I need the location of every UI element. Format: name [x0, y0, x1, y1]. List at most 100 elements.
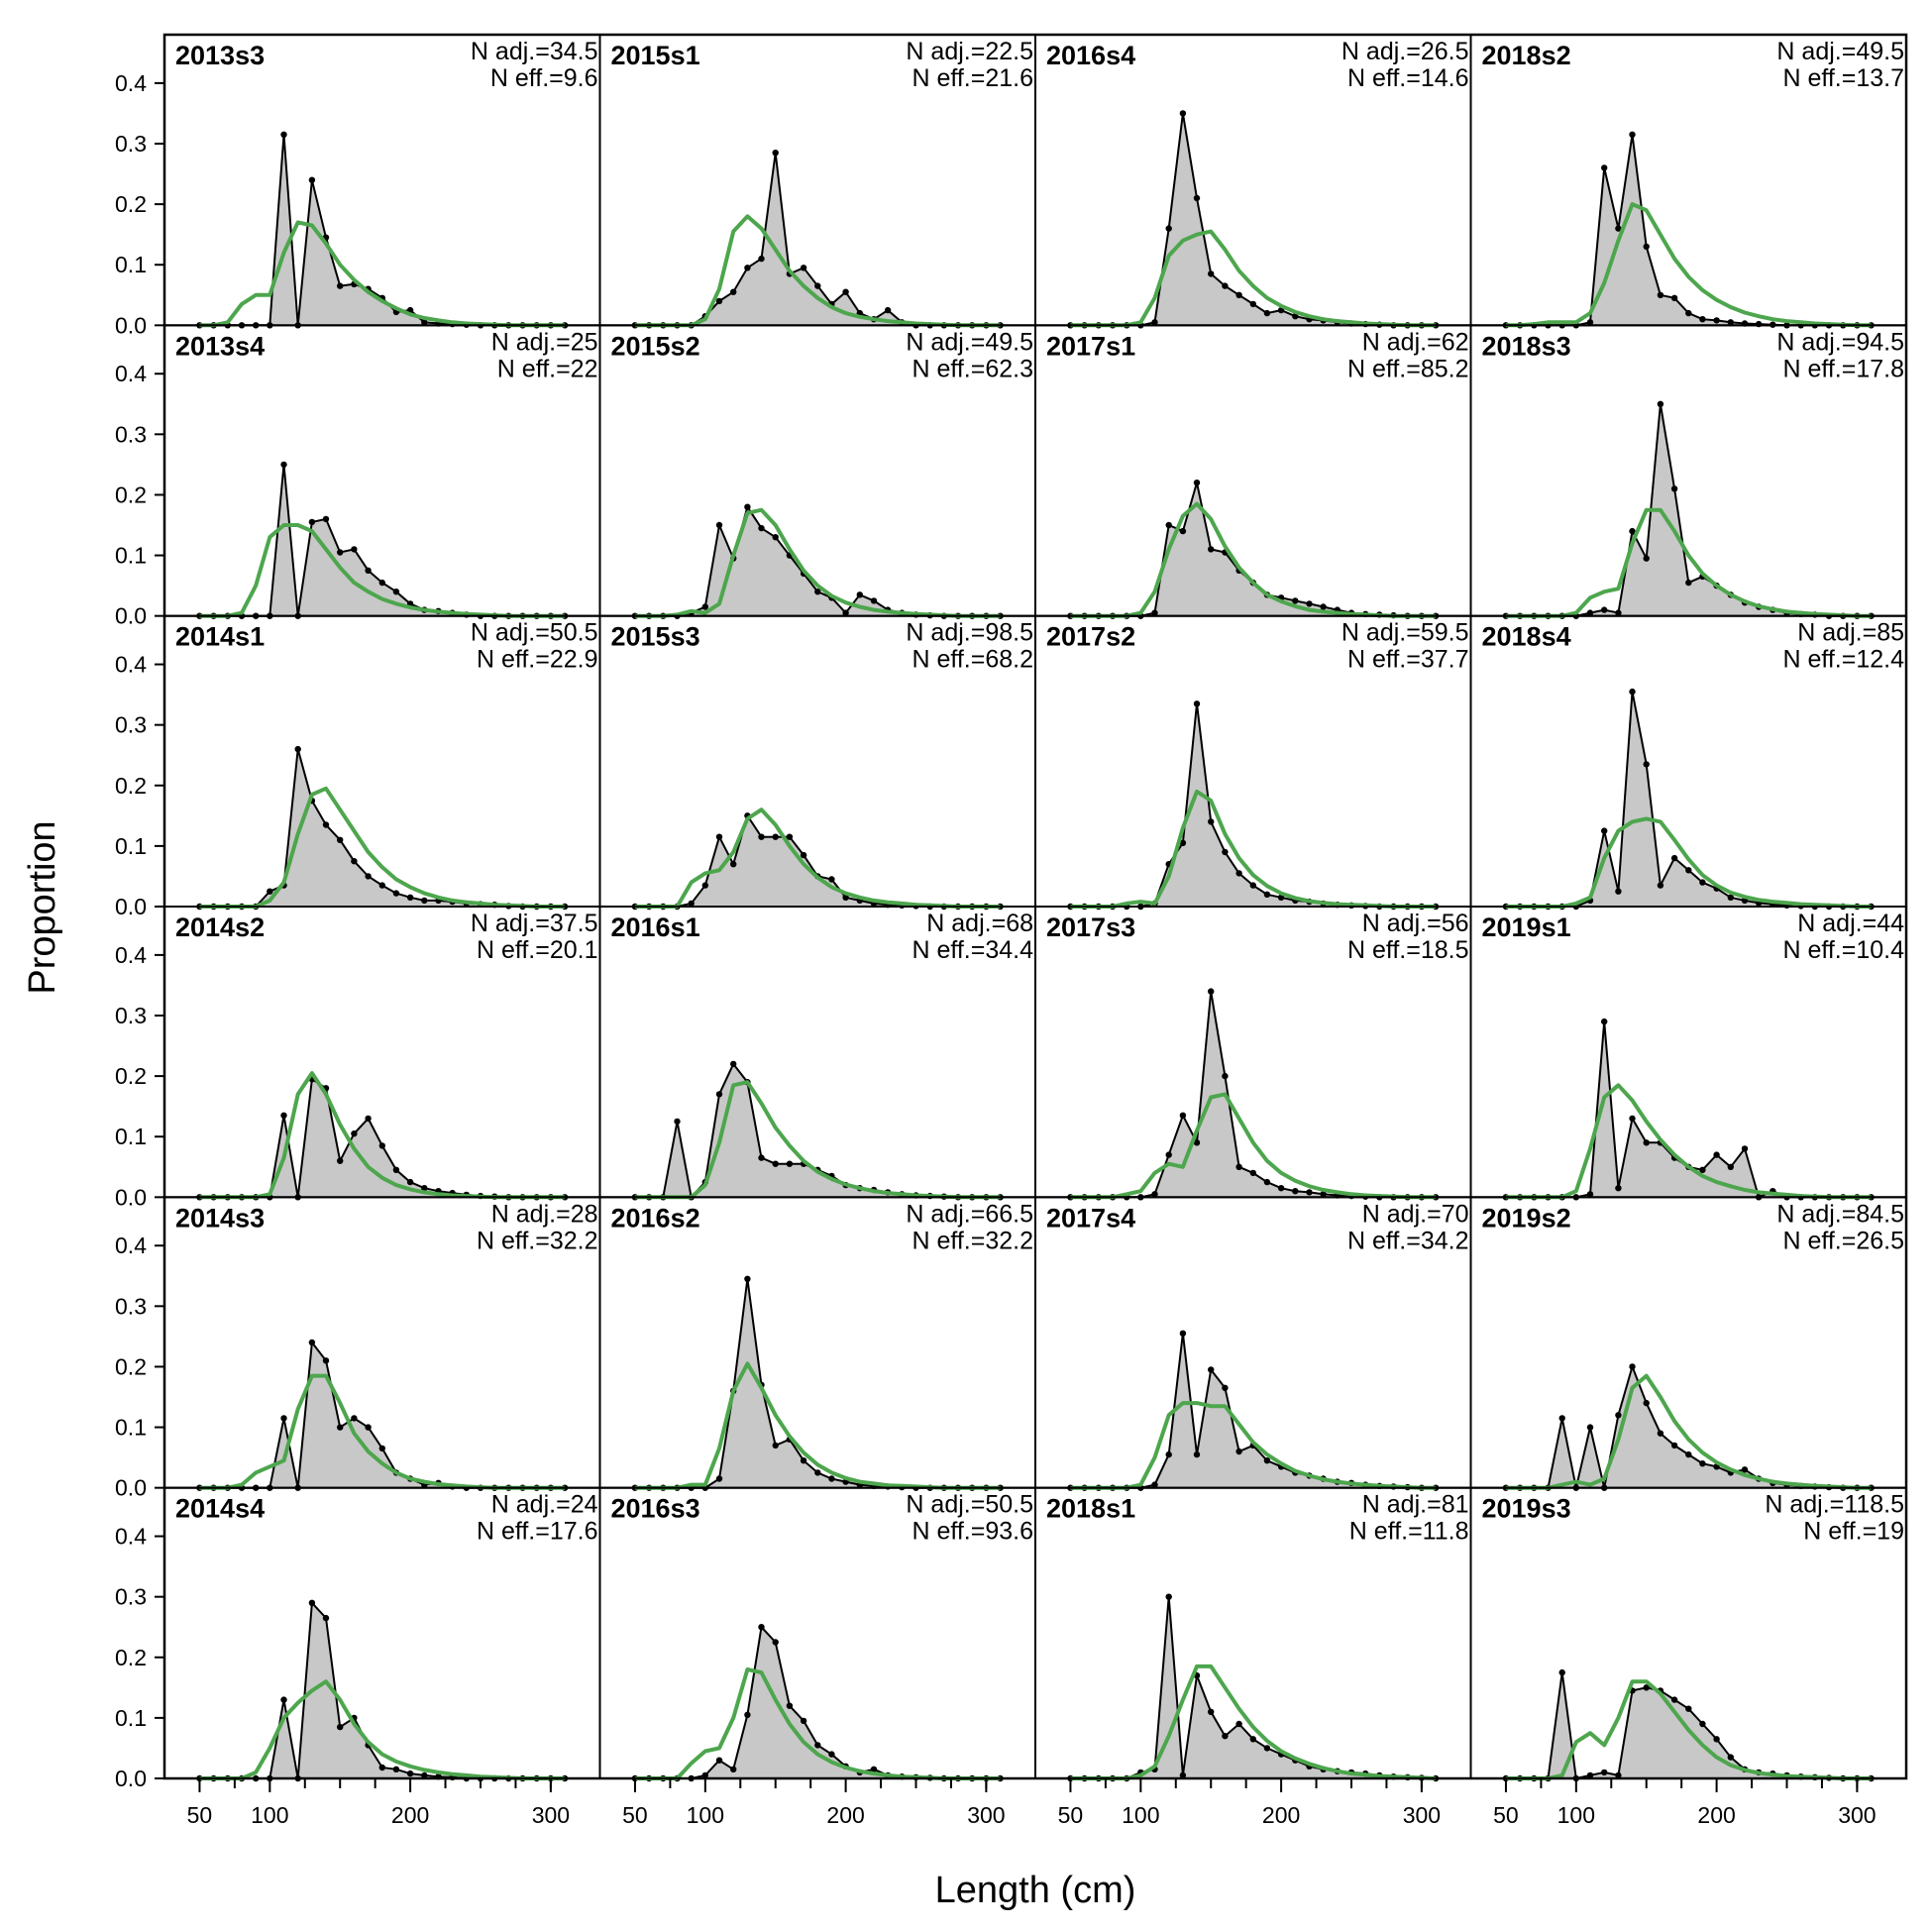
observed-area	[199, 1342, 566, 1488]
observed-point	[800, 851, 807, 859]
observed-point	[1699, 1166, 1706, 1174]
observed-area	[1070, 991, 1437, 1198]
observed-point	[1670, 1696, 1678, 1703]
x-tick-label: 300	[532, 1802, 570, 1828]
panel-label: 2019s1	[1482, 912, 1571, 942]
expected-line	[634, 1361, 1001, 1490]
observed-point	[1586, 319, 1594, 326]
panel-label: 2014s4	[175, 1494, 265, 1524]
observed-point	[1249, 882, 1257, 889]
observed-point	[772, 833, 779, 840]
observed-point	[1629, 1363, 1636, 1370]
x-tick-label: 200	[1697, 1802, 1735, 1828]
panel-label: 2017s2	[1046, 622, 1135, 652]
observed-point	[1193, 1139, 1201, 1146]
expected-line	[1505, 1373, 1872, 1490]
observed-point	[758, 833, 765, 840]
observed-point	[1320, 603, 1327, 610]
x-tick-label: 100	[687, 1802, 724, 1828]
observed-point	[814, 1742, 821, 1749]
n-adj-label: N adj.=70	[1362, 1200, 1469, 1228]
observed-area	[199, 749, 566, 907]
n-eff-label: N eff.=26.5	[1782, 1227, 1904, 1254]
n-adj-label: N adj.=81	[1362, 1491, 1469, 1519]
observed-point	[1657, 400, 1664, 407]
observed-point	[1263, 1745, 1271, 1752]
x-tick-label: 100	[1557, 1802, 1595, 1828]
n-adj-label: N adj.=84.5	[1776, 1200, 1904, 1228]
observed-point	[786, 1702, 794, 1709]
observed-area	[1070, 483, 1437, 616]
expected-line	[1505, 816, 1872, 909]
observed-point	[1292, 313, 1299, 320]
observed-point	[1727, 319, 1735, 326]
observed-point	[1249, 1736, 1257, 1743]
observed-point	[1208, 1708, 1215, 1716]
panel-2019s2: 2019s2 N adj.=84.5N eff.=26.5	[1469, 1196, 1907, 1491]
observed-point	[1685, 1450, 1692, 1458]
observed-point	[308, 1339, 316, 1346]
observed-point	[1699, 1460, 1706, 1467]
n-eff-label: N eff.=20.1	[477, 936, 598, 964]
panel-2016s4: 2016s4 N adj.=26.5N eff.=14.6	[1034, 34, 1472, 329]
observed-point	[1670, 854, 1678, 862]
observed-point	[1615, 609, 1622, 616]
panel-label: 2014s2	[175, 912, 265, 942]
observed-area	[199, 1079, 566, 1198]
x-tick-label: 100	[1122, 1802, 1159, 1828]
n-adj-label: N adj.=34.5	[471, 38, 598, 65]
panel-2016s1: 2016s1 N adj.=68N eff.=34.4	[598, 906, 1036, 1201]
panel-label: 2014s1	[175, 622, 265, 652]
panel-2017s3: 2017s3 N adj.=56N eff.=18.5	[1034, 906, 1472, 1201]
observed-point	[280, 131, 287, 138]
observed-point	[772, 1160, 779, 1167]
panel-2014s3: 2014s3 N adj.=28N eff.=32.2 0.0 0.1 0.2 0.3 0.…	[115, 1196, 601, 1501]
observed-point	[308, 176, 316, 183]
n-adj-label: N adj.=62	[1362, 328, 1469, 356]
observed-point	[1306, 1189, 1313, 1196]
y-tick-label: 0.0	[115, 603, 147, 629]
y-tick-label: 0.4	[115, 652, 147, 678]
observed-area	[634, 1278, 1001, 1488]
panel-2019s3: 2019s3 N adj.=118.5N eff.=19 50 100 200 300	[1469, 1486, 1907, 1828]
observed-point	[308, 1599, 316, 1607]
y-tick-label: 0.1	[115, 543, 147, 569]
x-tick-label: 50	[1493, 1802, 1519, 1828]
observed-point	[421, 319, 428, 326]
observed-point	[1601, 164, 1608, 171]
observed-point	[1643, 761, 1650, 768]
n-eff-label: N eff.=32.2	[912, 1227, 1033, 1254]
n-eff-label: N eff.=34.4	[912, 936, 1033, 964]
n-adj-label: N adj.=59.5	[1342, 619, 1469, 647]
n-adj-label: N adj.=56	[1362, 910, 1469, 937]
panel-label: 2015s3	[611, 622, 700, 652]
observed-point	[1292, 597, 1299, 604]
observed-point	[730, 1766, 737, 1773]
observed-point	[688, 900, 695, 908]
observed-point	[856, 591, 863, 598]
panel-label: 2015s1	[611, 41, 700, 70]
n-adj-label: N adj.=85	[1797, 619, 1904, 647]
observed-point	[1208, 270, 1215, 277]
panel-2016s2: 2016s2 N adj.=66.5N eff.=32.2	[598, 1196, 1036, 1491]
observed-point	[758, 1624, 765, 1631]
observed-point	[1586, 609, 1594, 616]
y-tick-label: 0.4	[115, 70, 147, 96]
observed-point	[351, 1130, 358, 1137]
observed-point	[1586, 1424, 1594, 1431]
panel-2015s3: 2015s3 N adj.=98.5N eff.=68.2	[598, 614, 1036, 911]
observed-point	[1601, 606, 1608, 613]
observed-point	[392, 589, 400, 595]
observed-point	[1643, 1399, 1650, 1407]
observed-point	[1151, 1481, 1158, 1488]
observed-point	[1249, 300, 1257, 308]
observed-point	[1685, 309, 1692, 317]
x-tick-label: 100	[251, 1802, 288, 1828]
observed-point	[1235, 291, 1242, 298]
n-eff-label: N eff.=17.6	[477, 1518, 598, 1546]
y-tick-label: 0.1	[115, 1415, 147, 1441]
observed-line	[1070, 113, 1437, 327]
n-adj-label: N adj.=22.5	[906, 38, 1033, 65]
n-adj-label: N adj.=37.5	[471, 910, 598, 937]
